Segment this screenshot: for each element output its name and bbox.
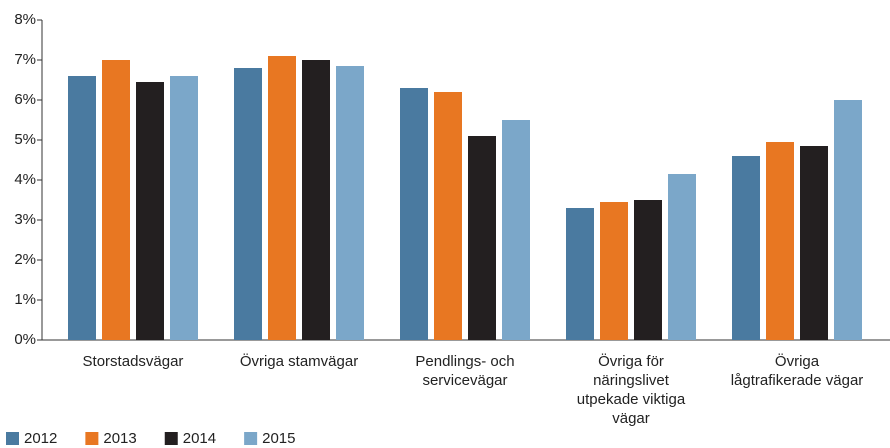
bar bbox=[634, 200, 662, 340]
bar bbox=[732, 156, 760, 340]
bar bbox=[502, 120, 530, 340]
y-tick-label: 6% bbox=[14, 91, 36, 108]
legend-swatch bbox=[85, 432, 99, 445]
legend-swatch bbox=[6, 432, 19, 445]
bar bbox=[434, 92, 462, 340]
bar bbox=[234, 68, 262, 340]
y-tick-label: 4% bbox=[14, 171, 36, 188]
bar bbox=[668, 174, 696, 340]
legend-swatch bbox=[164, 432, 178, 445]
bar bbox=[268, 56, 296, 340]
bar bbox=[834, 100, 862, 340]
bar bbox=[136, 82, 164, 340]
x-tick-label: Övriga för näringslivet utpekade viktiga… bbox=[576, 353, 686, 427]
bar bbox=[600, 202, 628, 340]
y-tick-label: 3% bbox=[14, 211, 36, 228]
x-tick-label: Övriga stamvägar bbox=[239, 353, 359, 370]
bar bbox=[400, 88, 428, 340]
bar bbox=[766, 142, 794, 340]
x-tick-label: Pendlings- och servicevägar bbox=[415, 353, 515, 389]
x-tick-label: Övriga lågtrafikerade vägar bbox=[730, 353, 864, 389]
bar bbox=[336, 66, 364, 340]
bar bbox=[68, 76, 96, 340]
bar bbox=[170, 76, 198, 340]
bar bbox=[800, 146, 828, 340]
bar bbox=[566, 208, 594, 340]
y-tick-label: 8% bbox=[14, 11, 36, 28]
legend-label: 2015 bbox=[262, 430, 295, 447]
bar bbox=[468, 136, 496, 340]
y-tick-label: 2% bbox=[14, 251, 36, 268]
legend-label: 2012 bbox=[24, 430, 57, 447]
legend-swatch bbox=[244, 432, 258, 445]
bar bbox=[302, 60, 330, 340]
bar bbox=[102, 60, 130, 340]
y-tick-label: 1% bbox=[14, 291, 36, 308]
y-tick-label: 7% bbox=[14, 51, 36, 68]
y-tick-label: 5% bbox=[14, 131, 36, 148]
x-tick-label: Storstadsvägar bbox=[82, 353, 184, 370]
legend-label: 2013 bbox=[103, 430, 136, 447]
legend-label: 2014 bbox=[183, 430, 216, 447]
y-tick-label: 0% bbox=[14, 331, 36, 348]
